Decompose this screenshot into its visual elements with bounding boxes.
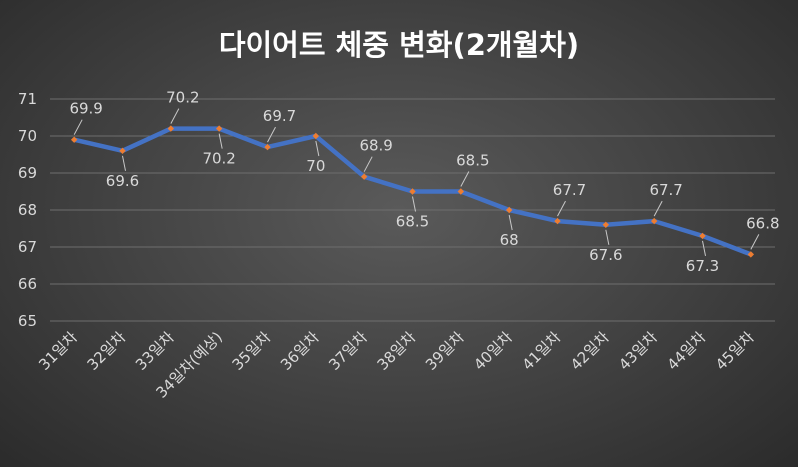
x-tick-label: 35일차	[229, 328, 275, 374]
y-tick-label: 67	[18, 238, 37, 256]
label-leader	[750, 234, 760, 250]
x-tick-label: 44일차	[664, 328, 710, 374]
data-label: 67.6	[589, 246, 622, 264]
data-label: 67.3	[686, 257, 719, 275]
data-point	[264, 143, 271, 151]
data-point	[409, 188, 416, 195]
data-point	[312, 132, 320, 140]
label-leader	[653, 200, 663, 217]
label-leader	[412, 196, 416, 212]
label-leader	[73, 119, 83, 135]
label-leader	[170, 108, 180, 124]
label-leader	[557, 200, 566, 217]
data-point	[602, 221, 610, 228]
x-tick-label: 41일차	[519, 328, 565, 374]
x-tick-label: 33일차	[132, 328, 178, 374]
data-point	[554, 217, 561, 225]
x-tick-label: 31일차	[35, 328, 81, 374]
data-label: 70.2	[166, 89, 199, 107]
x-tick-label: 45일차	[712, 328, 758, 374]
x-tick-label: 32일차	[84, 328, 130, 374]
label-leader	[605, 229, 610, 245]
x-tick-label: 43일차	[615, 328, 661, 374]
x-tick-label: 39일차	[422, 328, 468, 374]
data-label: 68.9	[359, 137, 392, 155]
label-leader	[363, 156, 373, 172]
data-point	[457, 188, 465, 195]
data-label: 70	[306, 157, 325, 175]
label-leader	[122, 155, 126, 171]
label-leader	[460, 171, 470, 187]
data-labels: 69.9 69.6 70.2 70.2 69.7 70 68.9 68.5 68.5 68 67.7…	[69, 89, 779, 275]
data-point	[167, 125, 175, 132]
chart-title: 다이어트 체중 변화(2개월차)	[219, 28, 579, 62]
y-tick-label: 69	[18, 164, 37, 182]
data-point	[747, 251, 755, 258]
data-label: 66.8	[746, 214, 779, 232]
label-leader	[315, 140, 320, 157]
data-label: 68	[500, 231, 519, 249]
data-point	[699, 232, 706, 240]
y-tick-label: 68	[18, 201, 37, 219]
data-label: 67.7	[553, 181, 586, 199]
data-point	[650, 217, 658, 225]
data-label: 69.9	[69, 100, 102, 118]
data-label: 68.5	[396, 213, 429, 231]
data-label: 68.5	[456, 152, 489, 170]
y-tick-label: 70	[18, 127, 37, 145]
label-leader	[702, 240, 706, 256]
x-tick-label: 38일차	[374, 328, 420, 374]
data-label: 67.7	[649, 181, 682, 199]
label-leader	[218, 133, 223, 149]
data-point	[505, 206, 513, 214]
data-label: 70.2	[202, 150, 235, 168]
data-label: 69.7	[263, 107, 296, 125]
label-leader	[267, 126, 276, 143]
y-tick-label: 65	[18, 312, 37, 330]
data-point	[360, 173, 368, 180]
data-label: 69.6	[106, 172, 139, 190]
data-point	[119, 147, 126, 154]
data-point	[215, 125, 223, 132]
y-axis-ticks: 65 66 67 68 69 70 71	[18, 90, 37, 330]
x-tick-label: 37일차	[325, 328, 371, 374]
y-tick-label: 66	[18, 275, 37, 293]
y-tick-label: 71	[18, 90, 37, 108]
series-layer	[70, 125, 755, 258]
data-point	[70, 136, 78, 143]
x-tick-label: 40일차	[470, 328, 516, 374]
x-tick-label: 42일차	[567, 328, 613, 374]
gridlines	[50, 98, 775, 322]
x-tick-label: 36일차	[277, 328, 323, 374]
label-leader	[508, 214, 513, 231]
